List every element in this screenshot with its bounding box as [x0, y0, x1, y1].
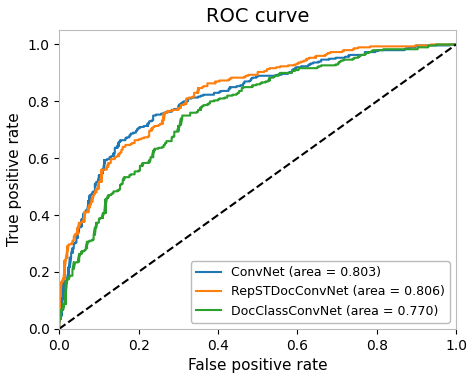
- Title: ROC curve: ROC curve: [206, 7, 310, 26]
- DocClassConvNet (area = 0.770): [317, 64, 323, 68]
- RepSTDocConvNet (area = 0.806): [187, 95, 193, 100]
- ConvNet (area = 0.803): [447, 42, 452, 47]
- ConvNet (area = 0.803): [312, 60, 318, 65]
- Y-axis label: True positive rate: True positive rate: [7, 112, 22, 246]
- X-axis label: False positive rate: False positive rate: [188, 358, 328, 373]
- DocClassConvNet (area = 0.770): [384, 47, 390, 52]
- RepSTDocConvNet (area = 0.806): [246, 73, 251, 77]
- RepSTDocConvNet (area = 0.806): [56, 326, 62, 331]
- ConvNet (area = 0.803): [453, 42, 459, 47]
- DocClassConvNet (area = 0.770): [257, 81, 263, 86]
- ConvNet (area = 0.803): [249, 75, 255, 80]
- DocClassConvNet (area = 0.770): [453, 42, 459, 47]
- DocClassConvNet (area = 0.770): [115, 189, 120, 194]
- RepSTDocConvNet (area = 0.806): [306, 56, 312, 61]
- RepSTDocConvNet (area = 0.806): [428, 42, 434, 47]
- DocClassConvNet (area = 0.770): [433, 42, 439, 47]
- RepSTDocConvNet (area = 0.806): [164, 111, 169, 115]
- DocClassConvNet (area = 0.770): [56, 326, 62, 331]
- ConvNet (area = 0.803): [164, 109, 169, 114]
- RepSTDocConvNet (area = 0.806): [381, 44, 386, 49]
- Legend: ConvNet (area = 0.803), RepSTDocConvNet (area = 0.806), DocClassConvNet (area = : ConvNet (area = 0.803), RepSTDocConvNet …: [191, 261, 450, 323]
- RepSTDocConvNet (area = 0.806): [453, 42, 459, 47]
- RepSTDocConvNet (area = 0.806): [99, 168, 104, 173]
- ConvNet (area = 0.803): [189, 96, 194, 101]
- Line: DocClassConvNet (area = 0.770): DocClassConvNet (area = 0.770): [59, 44, 456, 329]
- ConvNet (area = 0.803): [56, 326, 62, 331]
- DocClassConvNet (area = 0.770): [199, 104, 205, 108]
- DocClassConvNet (area = 0.770): [178, 118, 184, 123]
- Line: ConvNet (area = 0.803): ConvNet (area = 0.803): [59, 44, 456, 329]
- ConvNet (area = 0.803): [96, 178, 102, 182]
- ConvNet (area = 0.803): [386, 48, 392, 52]
- Line: RepSTDocConvNet (area = 0.806): RepSTDocConvNet (area = 0.806): [59, 44, 456, 329]
